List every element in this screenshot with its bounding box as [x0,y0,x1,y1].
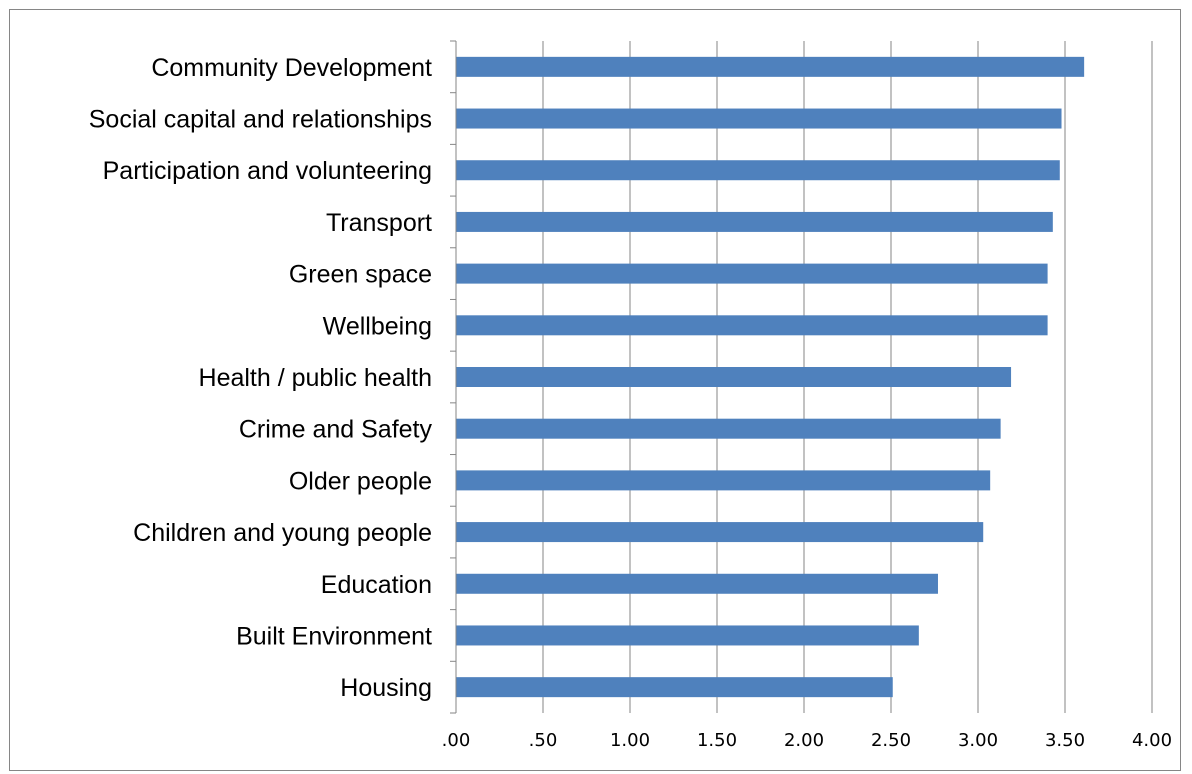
bar-6 [456,367,1012,387]
bar-7 [456,418,1001,439]
x-tick-labels: .00 .50 1.00 1.50 2.00 2.50 3.00 3.50 4.00 [442,730,1172,751]
category-label-11: Built Environment [236,622,432,650]
x-tick-label-4: 2.00 [784,730,824,751]
bar-1 [456,108,1062,129]
bar-5 [456,315,1048,336]
axes [450,40,457,714]
bar-2 [456,160,1060,181]
category-label-12: Housing [340,674,432,702]
x-tick-label-7: 3.50 [1045,730,1085,751]
bar-8 [456,470,991,491]
x-tick-label-2: 1.00 [610,730,650,751]
category-labels: Community Development Social capital and … [89,54,433,702]
x-tick-label-3: 1.50 [697,730,737,751]
category-label-3: Transport [326,209,432,237]
category-label-2: Participation and volunteering [103,157,432,185]
bar-12 [456,677,893,698]
category-label-6: Health / public health [199,364,432,392]
category-label-4: Green space [289,261,432,289]
bar-10 [456,573,938,594]
category-label-5: Wellbeing [323,312,432,340]
bars [456,56,1085,698]
x-tick-label-1: .50 [529,730,558,751]
x-tick-label-5: 2.50 [871,730,911,751]
category-label-9: Children and young people [133,519,432,547]
bar-9 [456,522,984,543]
bar-0 [456,56,1085,77]
category-label-1: Social capital and relationships [89,106,432,134]
x-tick-label-6: 3.00 [958,730,998,751]
x-tick-label-0: .00 [442,730,471,751]
x-tick-label-8: 4.00 [1132,730,1172,751]
bar-3 [456,211,1053,232]
bar-4 [456,263,1048,284]
category-label-0: Community Development [151,54,432,82]
category-label-10: Education [321,571,432,599]
category-label-8: Older people [289,467,432,495]
bar-11 [456,625,919,646]
category-label-7: Crime and Safety [239,416,433,444]
